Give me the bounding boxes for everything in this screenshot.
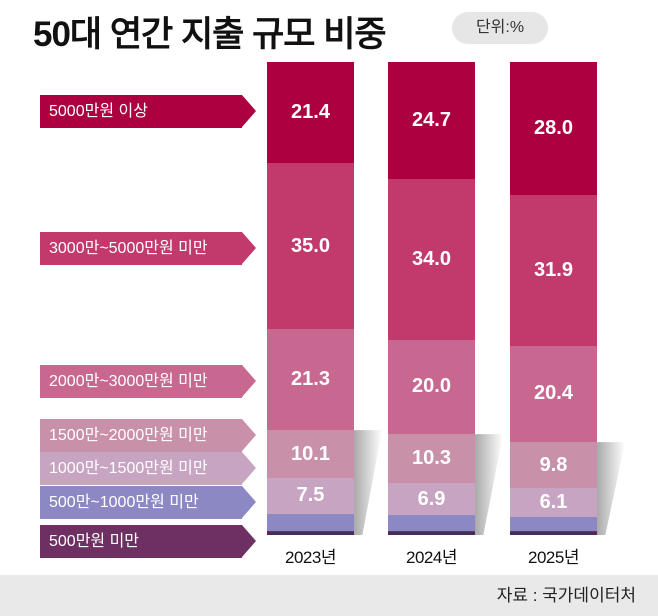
legend-arrow-tip — [242, 365, 256, 397]
legend-arrow-tip — [242, 419, 256, 451]
legend-label: 2000만~3000만원 미만 — [49, 373, 208, 390]
bar-segment — [510, 517, 597, 531]
bar-segment — [267, 530, 354, 533]
bar-segment: 21.3 — [267, 329, 354, 431]
footer-bar: 자료 : 국가데이터처 — [0, 575, 658, 616]
legend-item: 2000만~3000만원 미만 — [40, 365, 256, 398]
bar-segment: 20.0 — [388, 339, 475, 435]
bar-2024년: 24.7 34.0 20.0 10.3 6.9 — [388, 62, 475, 535]
bar-segment: 24.7 — [388, 62, 475, 179]
legend-arrow-tip — [242, 452, 256, 484]
bar-segment: 20.4 — [510, 345, 597, 443]
legend-swatch — [40, 486, 242, 519]
bar-segment — [388, 530, 475, 532]
chart-title: 50대 연간 지출 규모 비중 — [33, 15, 387, 54]
x-axis-label: 2025년 — [528, 548, 579, 567]
bar-segment: 10.3 — [388, 434, 475, 483]
legend-item: 500만원 미만 — [40, 525, 256, 558]
x-axis-label: 2024년 — [406, 548, 457, 567]
bar-shadow — [354, 430, 382, 535]
legend-arrow-tip — [242, 486, 256, 518]
legend-swatch — [40, 525, 242, 558]
legend-arrow-tip — [242, 95, 256, 127]
legend-label: 5000만원 이상 — [49, 103, 148, 120]
legend-swatch — [40, 452, 242, 485]
bar-segment: 6.1 — [510, 488, 597, 518]
legend-arrow-tip — [242, 525, 256, 557]
bar-2023년: 21.4 35.0 21.3 10.1 7.5 — [267, 62, 354, 535]
legend-swatch — [40, 232, 242, 265]
bar-segment — [267, 513, 354, 531]
legend-label: 500만원 미만 — [49, 533, 140, 550]
bar-segment: 28.0 — [510, 62, 597, 195]
legend-item: 1000만~1500만원 미만 — [40, 452, 256, 485]
bar-segment: 21.4 — [267, 62, 354, 164]
legend-swatch — [40, 95, 242, 128]
bar-segment — [388, 515, 475, 531]
bar-segment: 10.1 — [267, 430, 354, 478]
legend-swatch — [40, 365, 242, 398]
bar-shadow — [597, 442, 625, 535]
legend-swatch — [40, 419, 242, 452]
legend-label: 1500만~2000만원 미만 — [49, 427, 208, 444]
bar-segment: 35.0 — [267, 163, 354, 330]
bar-segment: 6.9 — [388, 482, 475, 516]
bar-segment — [510, 530, 597, 533]
bar-segment: 7.5 — [267, 478, 354, 514]
legend-item: 500만~1000만원 미만 — [40, 486, 256, 519]
legend-item: 5000만원 이상 — [40, 95, 256, 128]
bar-segment: 34.0 — [388, 178, 475, 340]
bar-shadow — [475, 434, 503, 535]
legend-label: 3000만~5000만원 미만 — [49, 240, 208, 257]
bar-segment: 31.9 — [510, 194, 597, 346]
legend-label: 500만~1000만원 미만 — [49, 494, 199, 511]
legend-arrow-tip — [242, 232, 256, 264]
legend-item: 3000만~5000만원 미만 — [40, 232, 256, 265]
legend-label: 1000만~1500만원 미만 — [49, 460, 208, 477]
legend-item: 1500만~2000만원 미만 — [40, 419, 256, 452]
bar-2025년: 28.0 31.9 20.4 9.8 6.1 — [510, 62, 597, 535]
bar-segment: 9.8 — [510, 442, 597, 489]
x-axis-label: 2023년 — [285, 548, 336, 567]
source-note: 자료 : 국가데이터처 — [496, 586, 636, 605]
unit-badge: 단위:% — [452, 12, 548, 44]
